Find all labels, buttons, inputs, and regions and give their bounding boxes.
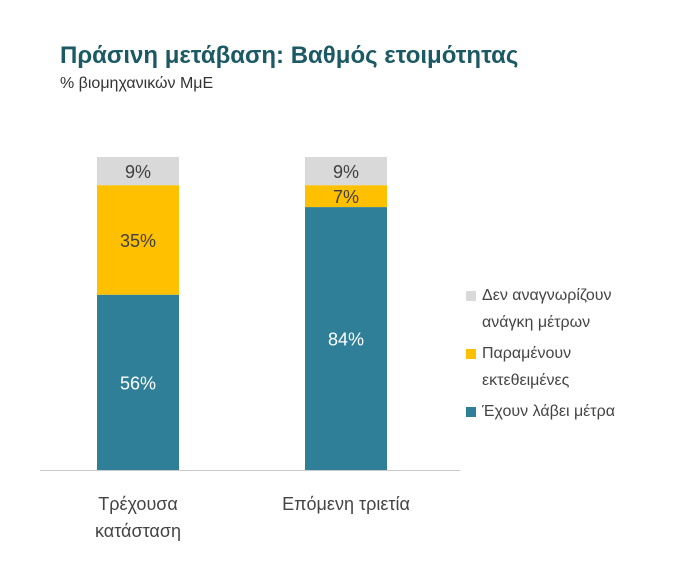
- bar-segment-1-1: [305, 185, 387, 208]
- data-label: 7%: [333, 187, 359, 207]
- legend-item: Δεν αναγνωρίζουν ανάγκη μέτρων: [466, 282, 696, 336]
- legend-item: Παραμένουν εκτεθειμένες: [466, 340, 696, 394]
- data-label: 56%: [120, 373, 156, 393]
- data-label: 9%: [125, 162, 151, 182]
- legend-label: ανάγκη μέτρων: [482, 314, 591, 331]
- data-label: 35%: [120, 231, 156, 251]
- legend-label: εκτεθειμένες: [482, 372, 570, 389]
- bar-segment-0-0: [97, 294, 179, 470]
- x-tick-label: Τρέχουσα: [98, 494, 178, 514]
- chart-title: Πράσινη μετάβαση: Βαθμός ετοιμότητας: [60, 42, 519, 69]
- x-tick-label: Επόμενη τριετία: [282, 494, 410, 514]
- chart-subtitle: % βιομηχανικών ΜμΕ: [60, 75, 214, 92]
- legend-label: Δεν αναγνωρίζουν: [482, 287, 612, 304]
- legend-swatch: [466, 407, 476, 417]
- chart-legend: Δεν αναγνωρίζουν ανάγκη μέτρων Παραμένουν ε…: [466, 282, 696, 429]
- data-label: 9%: [333, 162, 359, 182]
- legend-label: Έχουν λάβει μέτρα: [482, 403, 615, 420]
- legend-swatch: [466, 349, 476, 359]
- legend-item: Έχουν λάβει μέτρα: [466, 398, 696, 425]
- x-tick-label: κατάσταση: [95, 521, 181, 541]
- bar-segment-0-1: [97, 185, 179, 295]
- bar-segment-1-2: [305, 157, 387, 186]
- data-label: 84%: [328, 330, 364, 350]
- bar-segment-1-0: [305, 207, 387, 470]
- legend-label: Παραμένουν: [482, 345, 572, 362]
- bar-segment-0-2: [97, 157, 179, 186]
- legend-swatch: [466, 291, 476, 301]
